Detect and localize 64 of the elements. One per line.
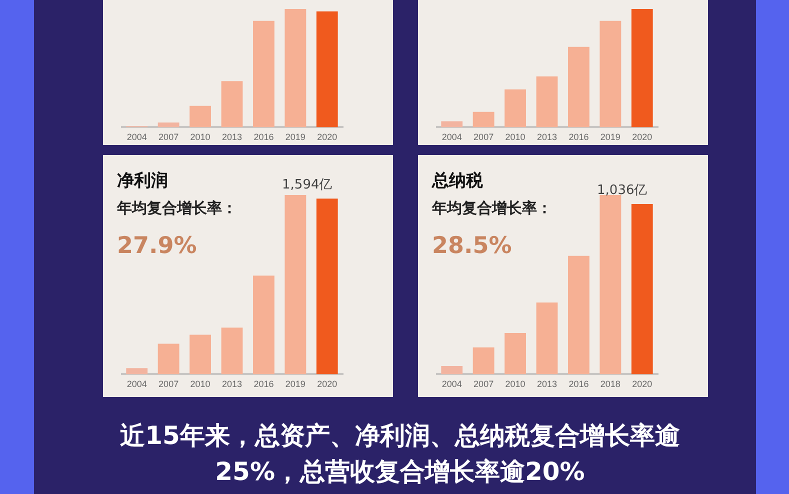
x-tick-label: 2004 [442, 132, 462, 142]
chart-subtitle: 年均复合增长率： [117, 199, 237, 218]
bar [504, 332, 526, 374]
bar [472, 347, 494, 374]
bar [284, 195, 306, 374]
x-tick-label: 2004 [126, 379, 147, 390]
bar [441, 121, 463, 128]
chart-title: 净利润 [117, 170, 168, 192]
bar [316, 11, 338, 128]
bar [536, 302, 558, 374]
text: 近15年来，总资产、净利润、总纳税复合增长率逾25%，总营收复合增长率逾20% [120, 420, 680, 488]
x-tick-label: 2013 [536, 379, 558, 390]
bar [600, 20, 622, 128]
bar [158, 122, 180, 128]
annotation: 27.9% [117, 233, 197, 259]
x-tick-label: 2020 [317, 132, 338, 142]
x-tick-label: 2013 [536, 132, 558, 142]
bar [316, 198, 338, 374]
bar [472, 112, 494, 128]
x-tick-label: 2016 [254, 132, 274, 142]
annotation: 1,594亿 [282, 178, 332, 193]
x-tick-label: 2013 [222, 132, 242, 142]
bar [536, 76, 558, 128]
bar [190, 334, 211, 374]
bar [158, 344, 180, 374]
x-tick-label: 2019 [600, 132, 620, 142]
bar [253, 20, 274, 128]
x-tick-label: 2007 [158, 379, 179, 390]
bar [253, 276, 274, 374]
bar [600, 195, 622, 374]
bar [284, 9, 306, 128]
bar [631, 204, 653, 374]
x-tick-label: 2010 [190, 379, 210, 390]
x-tick-label: 2016 [568, 132, 589, 142]
x-tick-label: 2018 [600, 379, 620, 390]
x-tick-label: 2020 [632, 132, 652, 142]
x-tick-label: 2013 [222, 379, 242, 390]
bar [504, 89, 526, 128]
bar [568, 46, 590, 128]
annotation: 28.5% [432, 233, 512, 259]
chart-subtitle: 年均复合增长率： [432, 199, 552, 218]
x-tick-label: 2004 [442, 379, 462, 390]
annotation: 1,036亿 [597, 182, 648, 198]
x-tick-label: 2010 [190, 132, 210, 142]
bar [190, 106, 211, 128]
bar [221, 81, 243, 128]
x-tick-label: 2019 [285, 132, 306, 142]
x-tick-label: 2007 [474, 132, 494, 142]
x-tick-label: 2010 [505, 379, 526, 390]
x-tick-label: 2004 [126, 132, 147, 142]
bar [631, 9, 653, 128]
bar [126, 368, 148, 374]
x-tick-label: 2016 [254, 379, 274, 390]
bar [568, 256, 590, 374]
chart-title: 总纳税 [432, 170, 483, 192]
x-tick-label: 2016 [568, 379, 589, 390]
bar [221, 328, 243, 374]
x-tick-label: 2020 [632, 379, 652, 390]
x-tick-label: 2007 [474, 379, 494, 390]
x-tick-label: 2007 [158, 132, 179, 142]
x-tick-label: 2010 [505, 132, 526, 142]
x-tick-label: 2019 [285, 379, 306, 390]
bar [441, 366, 463, 374]
x-tick-label: 2020 [317, 379, 338, 390]
